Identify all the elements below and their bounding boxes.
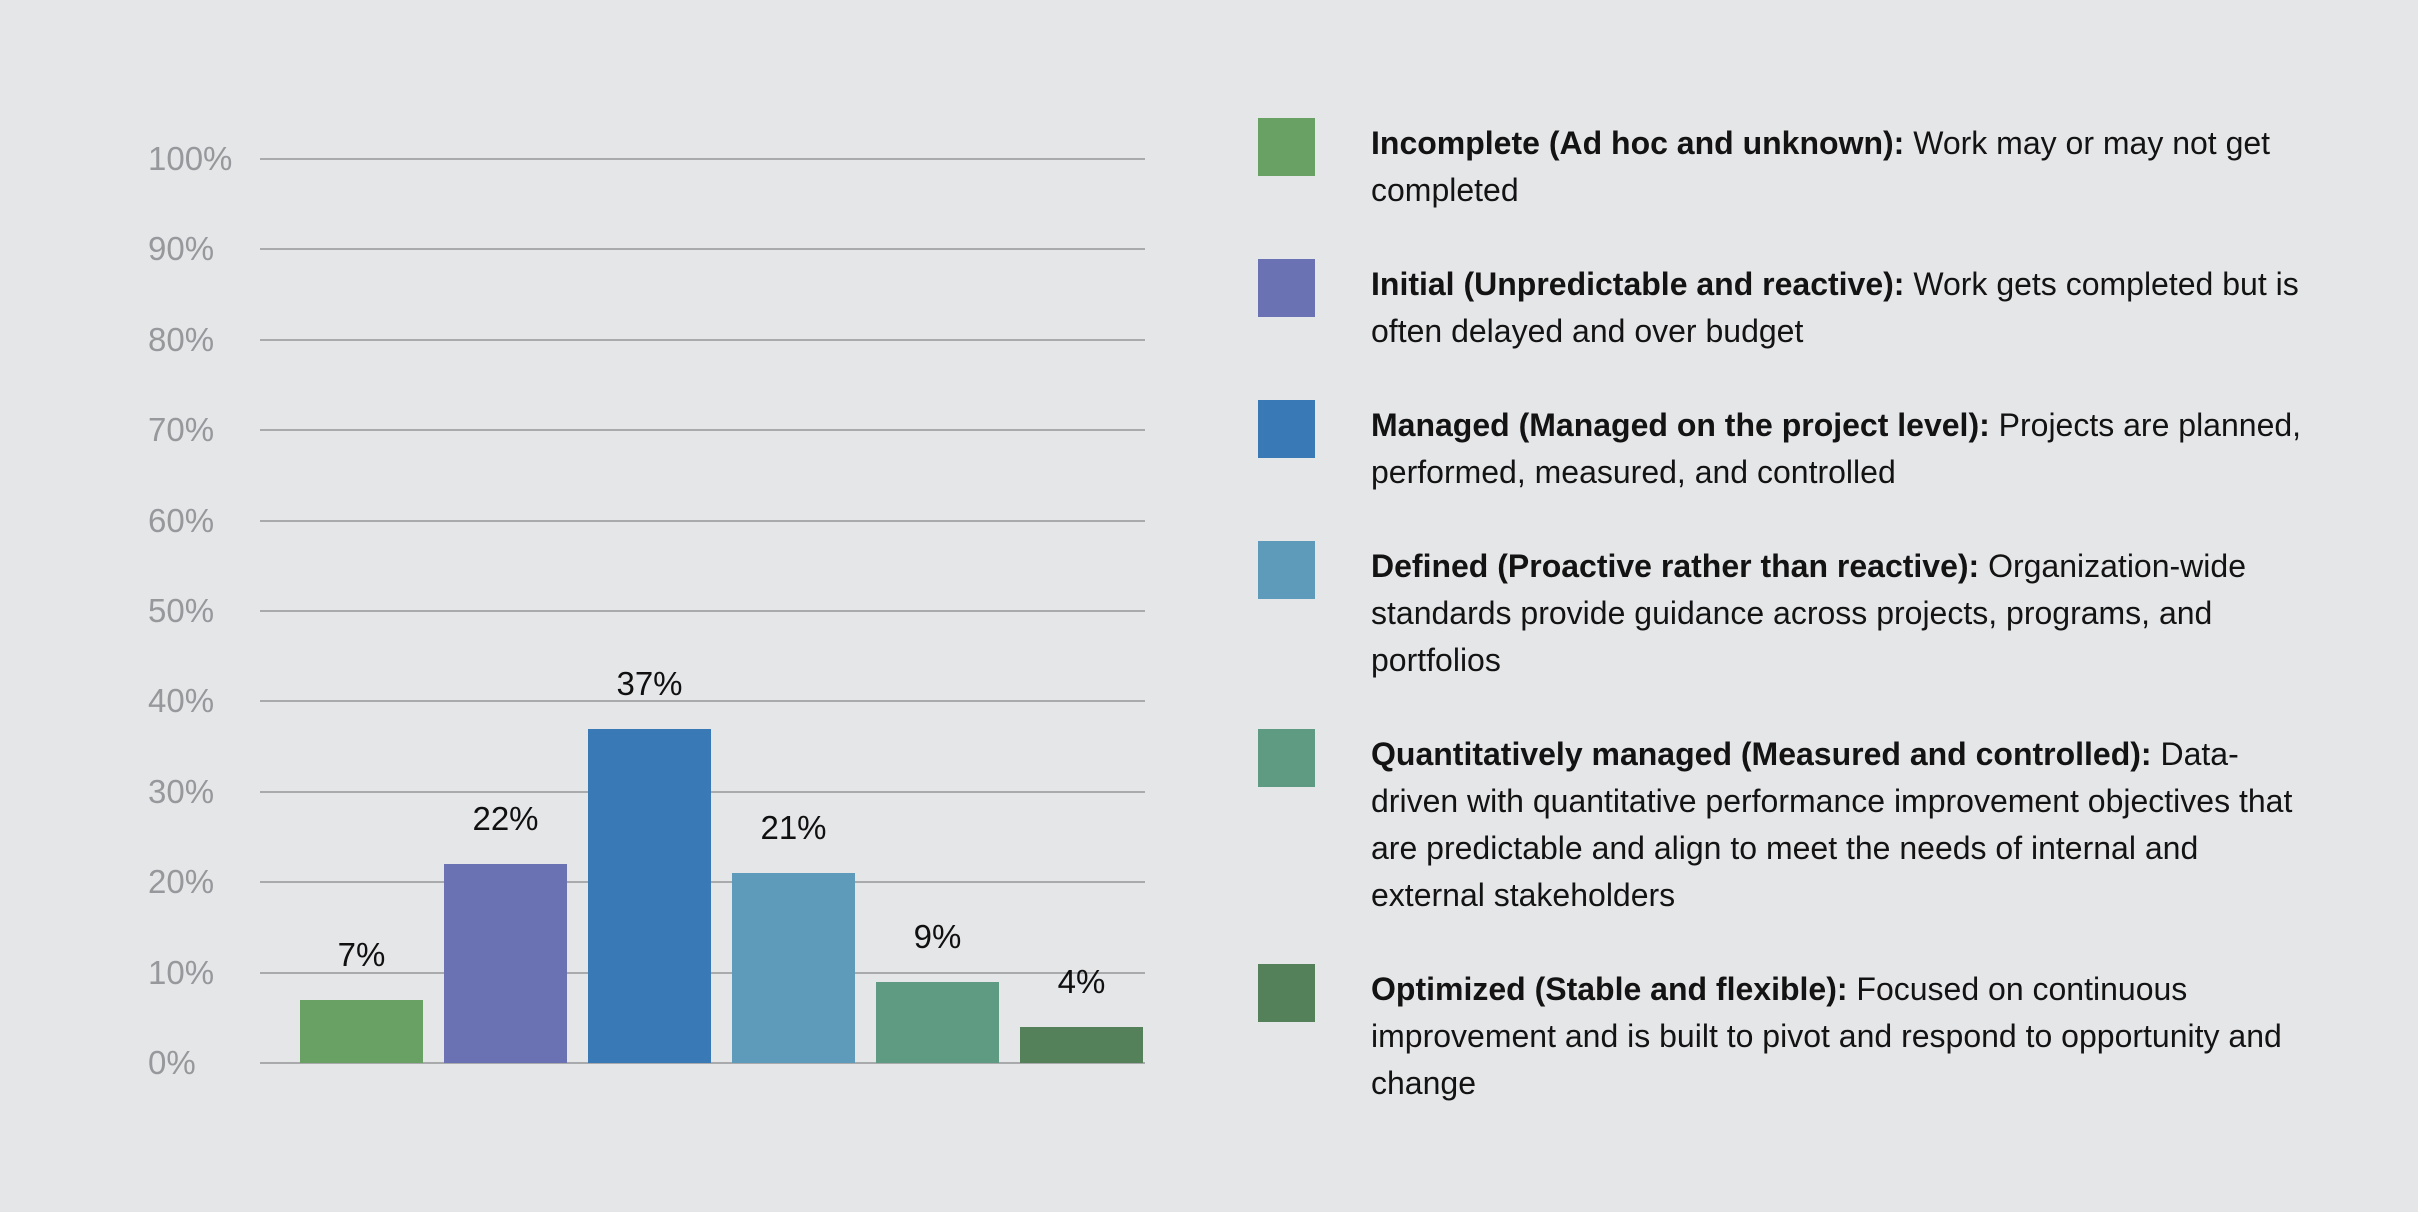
legend-color-swatch (1258, 400, 1315, 458)
legend-text: Optimized (Stable and flexible): Focused… (1371, 966, 2311, 1107)
gridline (260, 338, 1145, 341)
legend-term: Managed (Managed on the project level): (1371, 407, 1990, 443)
y-axis-tick-label: 100% (148, 140, 233, 177)
bar (588, 729, 711, 1063)
bar (732, 873, 855, 1063)
gridline (260, 700, 1145, 703)
gridline (260, 610, 1145, 612)
plot-area: 7% 22% 37% 21% 9% 4% 0% 10% 20% 30% 40% 50% 60… (148, 140, 1145, 1081)
y-axis-tick-label: 40% (148, 682, 215, 720)
legend-term: Incomplete (Ad hoc and unknown): (1371, 125, 1905, 161)
legend-text: Initial (Unpredictable and reactive): Wo… (1371, 261, 2311, 355)
legend-text: Managed (Managed on the project level): … (1371, 402, 2311, 496)
legend-color-swatch (1258, 541, 1315, 599)
legend-item: Optimized (Stable and flexible): Focused… (1258, 964, 2311, 1107)
legend-term: Initial (Unpredictable and reactive): (1371, 266, 1905, 302)
y-axis-tick-label: 60% (148, 501, 215, 539)
y-axis-tick-label: 0% (148, 1044, 196, 1081)
legend-term: Optimized (Stable and flexible): (1371, 971, 1848, 1007)
legend-term: Quantitatively managed (Measured and con… (1371, 736, 2152, 772)
legend-item: Defined (Proactive rather than reactive)… (1258, 541, 2311, 684)
legend-color-swatch (1258, 259, 1315, 317)
y-axis-tick-label: 30% (148, 772, 215, 810)
legend-text: Incomplete (Ad hoc and unknown): Work ma… (1371, 120, 2311, 214)
legend-color-swatch (1258, 729, 1315, 787)
bar (876, 982, 999, 1063)
y-axis-tick-label: 20% (148, 863, 215, 901)
bar (1020, 1027, 1143, 1063)
gridline (260, 519, 1145, 522)
bar-column: 4% (1020, 963, 1143, 1063)
bar-column: 37% (588, 665, 711, 1063)
gridline (260, 158, 1145, 160)
legend-color-swatch (1258, 118, 1315, 176)
y-axis-tick-label: 70% (148, 411, 215, 449)
y-axis-tick-label: 10% (148, 953, 215, 991)
bar-value-label: 37% (616, 665, 683, 702)
bar-value-label: 9% (913, 918, 962, 955)
legend-item: Managed (Managed on the project level): … (1258, 400, 2311, 496)
legend-item: Quantitatively managed (Measured and con… (1258, 729, 2311, 919)
bar-column: 22% (444, 800, 567, 1063)
legend-description: Organization-wide standards provide guid… (1371, 548, 2246, 678)
legend-description: Projects are planned, performed, measure… (1371, 407, 2302, 490)
bar-value-label: 4% (1057, 963, 1106, 1000)
bar-value-label: 7% (337, 936, 386, 973)
bar-column: 7% (300, 936, 423, 1063)
bar (300, 1000, 423, 1063)
legend-description: Work may or may not get completed (1371, 125, 2271, 208)
legend-color-swatch (1258, 964, 1315, 1022)
gridline (260, 429, 1145, 432)
legend-item: Incomplete (Ad hoc and unknown): Work ma… (1258, 118, 2311, 214)
y-axis-tick-label: 80% (148, 320, 215, 358)
legend-item: Initial (Unpredictable and reactive): Wo… (1258, 259, 2311, 355)
bars-row: 7% 22% 37% 21% 9% 4% (300, 159, 1143, 1063)
legend-text: Defined (Proactive rather than reactive)… (1371, 543, 2311, 684)
legend-description: Work gets completed but is often delayed… (1371, 266, 2299, 349)
legend-description: Data-driven with quantitative performanc… (1371, 736, 2293, 913)
legend: Incomplete (Ad hoc and unknown): Work ma… (1258, 118, 2311, 1107)
bar-value-label: 21% (760, 809, 827, 846)
y-axis-tick-label: 90% (148, 230, 215, 268)
bar-column: 21% (732, 809, 855, 1063)
bar-value-label: 22% (472, 800, 539, 837)
bar-column: 9% (876, 918, 999, 1063)
gridline (260, 248, 1145, 251)
gridline (260, 1062, 1145, 1064)
legend-text: Quantitatively managed (Measured and con… (1371, 731, 2311, 919)
bar (444, 864, 567, 1063)
legend-description: Focused on continuous improvement and is… (1371, 971, 2282, 1101)
y-axis-tick-label: 50% (148, 592, 215, 629)
legend-term: Defined (Proactive rather than reactive)… (1371, 548, 1980, 584)
